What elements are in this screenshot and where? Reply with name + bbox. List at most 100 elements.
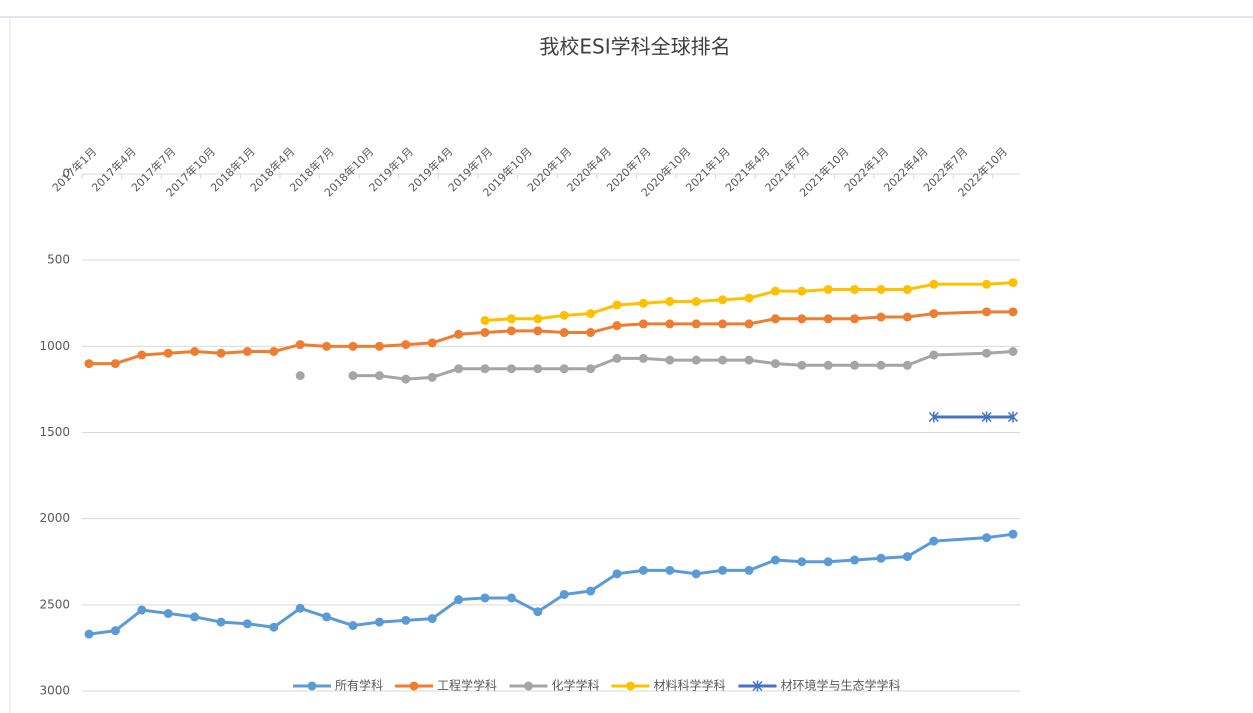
marker [533,326,543,336]
marker [242,347,252,357]
legend-marker [409,681,419,691]
marker [982,279,992,289]
y-tick-label: 1000 [39,339,70,353]
marker [348,371,358,381]
legend-item: 化学学科 [509,678,600,693]
legend-label: 化学学科 [552,678,600,693]
marker [533,314,543,324]
marker [902,284,912,294]
marker [1008,529,1018,539]
marker [110,359,120,369]
marker [876,312,886,322]
marker [190,612,200,622]
series [84,307,1018,369]
marker [374,617,384,627]
marker [850,360,860,370]
marker [665,355,675,365]
marker [718,355,728,365]
series [928,411,1019,423]
marker [163,348,173,358]
marker [84,359,94,369]
marker [744,355,754,365]
marker [718,295,728,305]
marker [322,341,332,351]
y-tick-label: 500 [47,253,70,267]
marker [929,350,939,360]
marker [638,319,648,329]
legend-item: 工程学学科 [395,678,497,693]
marker [823,557,833,567]
marker [401,340,411,350]
y-tick-label: 2000 [39,511,70,525]
marker [295,340,305,350]
marker [691,355,701,365]
marker [902,312,912,322]
marker [348,341,358,351]
marker [559,364,569,374]
marker [982,533,992,543]
marker [506,364,516,374]
marker [1007,411,1019,423]
y-tick-label: 3000 [39,684,70,698]
marker [216,617,226,627]
marker [586,586,596,596]
marker [374,371,384,381]
marker [163,608,173,618]
marker [612,353,622,363]
series [84,529,1018,639]
marker [559,589,569,599]
marker [506,593,516,603]
legend-marker [752,680,763,692]
marker [665,297,675,307]
marker [797,286,807,296]
marker [1008,278,1018,288]
series [295,347,1018,384]
marker [454,595,464,605]
marker [638,353,648,363]
marker [718,565,728,575]
marker [718,319,728,329]
marker [586,364,596,374]
marker [137,350,147,360]
marker [242,619,252,629]
marker [190,347,200,357]
marker [612,300,622,310]
marker [797,557,807,567]
marker [876,360,886,370]
marker [770,555,780,565]
marker [348,621,358,631]
marker [770,359,780,369]
legend-marker [626,681,635,691]
marker [586,309,596,319]
marker [691,319,701,329]
marker [929,536,939,546]
marker [1008,307,1018,317]
marker [401,374,411,384]
chart-title: 我校ESI学科全球排名 [539,35,730,59]
marker [744,319,754,329]
marker [638,565,648,575]
marker [929,279,939,289]
y-tick-label: 2500 [39,597,70,611]
marker [454,329,464,339]
marker [480,315,490,325]
marker [744,565,754,575]
legend-label: 所有学科 [335,678,383,693]
legend-label: 材料科学学科 [654,678,726,693]
marker [691,569,701,579]
marker [1008,347,1018,357]
marker [612,321,622,331]
marker [506,314,516,324]
marker [322,612,332,622]
y-tick-label: 0 [62,167,70,181]
marker [427,372,437,382]
marker [928,411,939,423]
marker [427,338,437,348]
legend-label: 工程学学科 [437,678,497,693]
marker [137,605,147,615]
marker [427,614,437,624]
marker [506,326,516,336]
marker [876,284,886,294]
